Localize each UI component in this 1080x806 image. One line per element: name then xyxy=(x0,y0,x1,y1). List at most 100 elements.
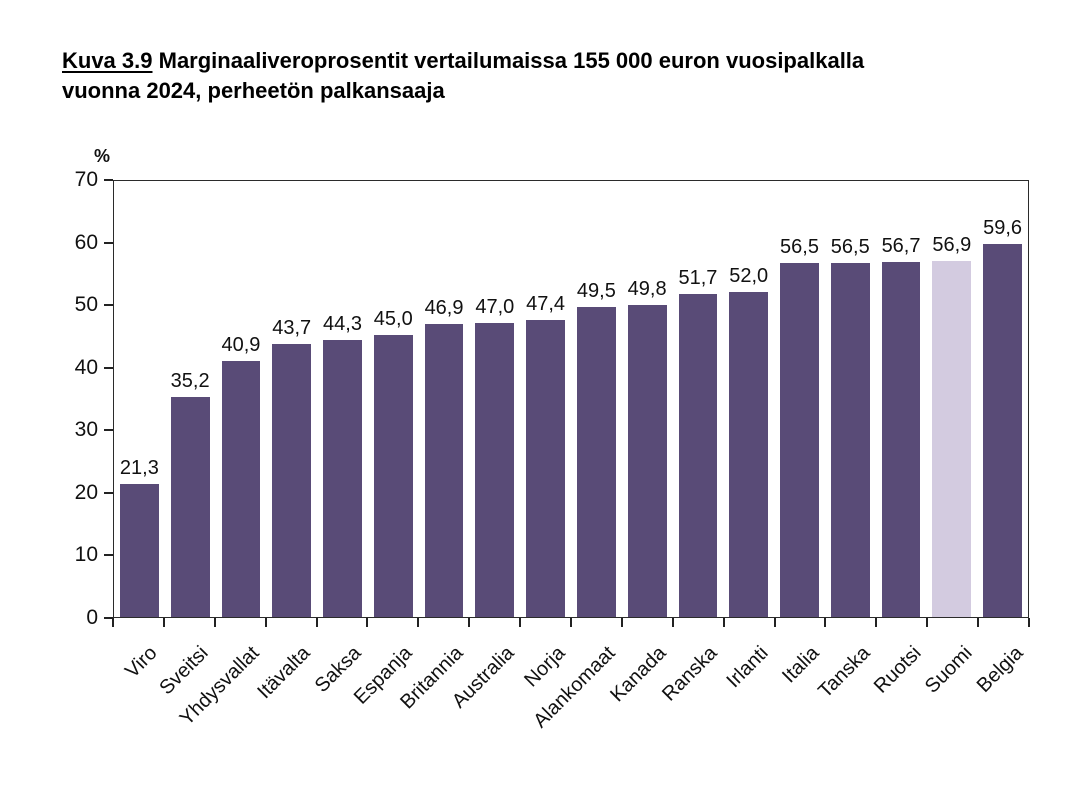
x-category-label-norja: Norja xyxy=(519,642,570,692)
x-tick xyxy=(417,618,420,627)
x-category-label-britannia: Britannia xyxy=(395,642,468,714)
bar-column-tanska: 56,5 xyxy=(825,181,876,617)
x-tick xyxy=(977,618,980,627)
x-tick xyxy=(875,618,878,627)
y-tick-label: 50 xyxy=(74,293,98,317)
bar-column-norja: 47,4 xyxy=(520,181,571,617)
y-tick-label: 20 xyxy=(74,480,98,504)
y-tick xyxy=(104,304,113,307)
x-tick xyxy=(468,618,471,627)
bar-value-label-italia: 56,5 xyxy=(780,236,819,259)
y-tick xyxy=(104,179,113,181)
bar-itvalta xyxy=(272,343,312,617)
x-category-label-sveitsi: Sveitsi xyxy=(155,642,213,700)
x-category-label-kanada: Kanada xyxy=(606,642,671,707)
x-tick xyxy=(162,618,165,627)
x-category-label-alankomaat: Alankomaat xyxy=(529,642,620,733)
y-axis-unit-label: % xyxy=(94,146,111,166)
bar-column-espanja: 45,0 xyxy=(368,181,419,617)
bar-column-alankomaat: 49,5 xyxy=(571,181,622,617)
bar-column-kanada: 49,8 xyxy=(622,181,673,617)
bar-ruotsi xyxy=(881,262,921,617)
y-tick xyxy=(104,429,113,432)
y-tick-label: 0 xyxy=(86,606,98,629)
x-tick xyxy=(366,618,369,627)
bar-column-ranska: 51,7 xyxy=(673,181,724,617)
x-tick xyxy=(519,618,522,627)
bar-value-label-ranska: 51,7 xyxy=(678,266,718,289)
x-category-label-viro: Viro xyxy=(121,642,163,683)
bar-value-label-sveitsi: 35,2 xyxy=(170,369,210,392)
bar-column-belgia: 59,6 xyxy=(977,181,1028,617)
bar-column-viro: 21,3 xyxy=(114,181,165,617)
y-tick xyxy=(104,617,113,619)
bar-column-saksa: 44,3 xyxy=(317,181,368,617)
bar-value-label-ruotsi: 56,7 xyxy=(881,235,921,258)
bar-viro xyxy=(120,483,159,617)
y-tick-label: 60 xyxy=(74,230,98,254)
plot-area: 21,3 35,2 40,9 43,7 44,3 45,0 46,9 47,0 47,4 49,5… xyxy=(113,180,1029,618)
x-tick xyxy=(1028,618,1030,627)
bar-norja xyxy=(526,320,565,617)
figure-title: Kuva 3.9 Marginaaliveroprosentit vertail… xyxy=(62,46,1052,106)
x-category-label-tanska: Tanska xyxy=(814,642,875,703)
bar-belgia xyxy=(983,244,1022,617)
x-category-label-espanja: Espanja xyxy=(349,642,417,709)
bar-alankomaat xyxy=(577,307,616,617)
x-category-label-belgia: Belgia xyxy=(972,642,1028,697)
bar-column-yhdysvallat: 40,9 xyxy=(216,181,267,617)
x-tick xyxy=(926,618,929,627)
bar-irlanti xyxy=(729,291,769,617)
bar-australia xyxy=(475,322,515,617)
bar-value-label-suomi: 56,9 xyxy=(932,233,972,256)
x-category-label-saksa: Saksa xyxy=(310,642,366,697)
bar-column-suomi: 56,9 xyxy=(926,181,977,617)
x-category-label-yhdysvallat: Yhdysvallat xyxy=(175,642,264,730)
bar-tanska xyxy=(830,263,870,617)
y-tick xyxy=(104,554,113,557)
x-category-label-irlanti: Irlanti xyxy=(722,642,773,693)
bar-kanada xyxy=(627,305,667,617)
bar-value-label-norja: 47,4 xyxy=(526,293,566,316)
x-category-label-suomi: Suomi xyxy=(920,642,977,698)
x-tick xyxy=(315,618,318,627)
bar-column-italia: 56,5 xyxy=(774,181,825,617)
bar-value-label-belgia: 59,6 xyxy=(983,217,1023,240)
bar-italia xyxy=(780,263,819,617)
bar-value-label-itvalta: 43,7 xyxy=(272,316,312,339)
x-tick xyxy=(722,618,725,627)
x-category-label-ruotsi: Ruotsi xyxy=(869,642,926,698)
bar-column-sveitsi: 35,2 xyxy=(165,181,216,617)
bar-column-australia: 47,0 xyxy=(469,181,520,617)
bar-yhdysvallat xyxy=(221,361,261,617)
bar-column-itvalta: 43,7 xyxy=(266,181,317,617)
bar-sveitsi xyxy=(170,396,210,617)
bar-value-label-irlanti: 52,0 xyxy=(729,264,769,287)
y-tick xyxy=(104,491,113,494)
x-category-label-australia: Australia xyxy=(447,642,519,713)
y-tick-label: 40 xyxy=(74,355,98,379)
figure-title-line2: vuonna 2024, perheetön palkansaaja xyxy=(62,78,445,103)
figure-number: Kuva 3.9 xyxy=(62,48,153,73)
figure-title-text-line1: Marginaaliveroprosentit vertailumaissa 1… xyxy=(158,48,865,73)
bar-value-label-espanja: 45,0 xyxy=(373,308,413,331)
y-tick-label: 30 xyxy=(74,418,98,442)
y-tick-label: 10 xyxy=(74,543,98,567)
x-tick xyxy=(620,618,623,627)
bar-column-britannia: 46,9 xyxy=(419,181,470,617)
x-tick xyxy=(824,618,827,627)
bar-column-irlanti: 52,0 xyxy=(723,181,774,617)
bar-value-label-alankomaat: 49,5 xyxy=(576,280,616,303)
x-tick xyxy=(570,618,572,627)
bar-value-label-britannia: 46,9 xyxy=(424,296,464,319)
bar-column-ruotsi: 56,7 xyxy=(876,181,927,617)
bar-britannia xyxy=(424,323,464,617)
x-category-label-italia: Italia xyxy=(778,642,824,688)
y-tick xyxy=(104,241,113,244)
bar-ranska xyxy=(678,293,718,617)
x-tick xyxy=(112,618,114,627)
bar-suomi xyxy=(932,260,972,617)
x-category-label-itvalta: Itävalta xyxy=(253,642,315,704)
bar-value-label-saksa: 44,3 xyxy=(323,312,362,335)
x-tick xyxy=(213,618,216,627)
